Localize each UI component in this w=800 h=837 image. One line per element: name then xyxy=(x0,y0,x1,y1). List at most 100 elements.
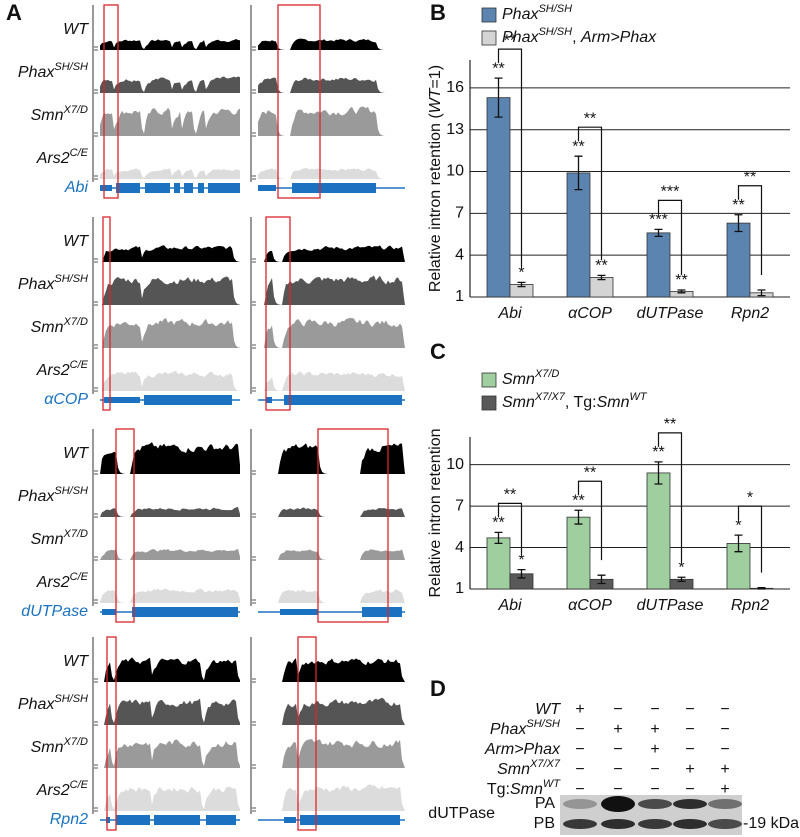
error-bar xyxy=(734,214,743,233)
text-run: SH/SH xyxy=(54,693,88,705)
track-label: PhaxSH/SH xyxy=(18,61,88,81)
gene-exon xyxy=(116,183,140,193)
error-bar xyxy=(654,461,663,485)
significance-label: ** xyxy=(492,60,504,77)
gene-exon xyxy=(284,817,296,823)
coverage-track xyxy=(258,245,405,262)
text-run: SH/SH xyxy=(54,273,88,285)
coverage-track xyxy=(258,784,405,811)
blot-band xyxy=(708,799,742,809)
track-label: PhaxSH/SH xyxy=(18,273,88,293)
track-label: WT xyxy=(63,21,89,38)
significance-label: ** xyxy=(595,258,607,275)
bar xyxy=(566,172,591,298)
text-run: C/E xyxy=(70,147,89,159)
error-bar xyxy=(494,77,503,118)
blot-band xyxy=(638,819,672,829)
text-run: Arm>Phax xyxy=(580,29,657,46)
genotype-sign: − xyxy=(613,781,622,798)
genotype-sign: − xyxy=(720,721,729,738)
x-tick-label: Rpn2 xyxy=(731,597,769,614)
error-bar xyxy=(677,576,686,583)
legend-label: SmnX7/D xyxy=(502,368,559,388)
text-run: =1) xyxy=(427,65,444,89)
track-label: SmnX7/D xyxy=(31,528,88,548)
coverage-track xyxy=(100,657,240,682)
significance-bracket xyxy=(577,126,603,261)
coverage-track xyxy=(258,549,405,560)
intron-box xyxy=(317,428,389,623)
gene-label: αCOP xyxy=(44,391,88,408)
legend-label: SmnX7/X7, Tg:SmnWT xyxy=(502,391,648,411)
text-run: X7/X7 xyxy=(534,391,566,403)
significance-label: * xyxy=(518,552,524,569)
significance-bracket xyxy=(737,185,763,276)
text-run: C/E xyxy=(70,779,89,791)
protein-label: dUTPase xyxy=(428,805,495,822)
track-label: SmnX7/D xyxy=(31,316,88,336)
genotype-sign: − xyxy=(720,741,729,758)
text-run: WT xyxy=(63,233,89,250)
track-label: Ars2C/E xyxy=(36,359,89,379)
text-run: Ars2 xyxy=(36,574,70,591)
coverage-track xyxy=(258,38,405,50)
genotype-sign: − xyxy=(685,701,694,718)
intron-box xyxy=(103,4,119,199)
text-run: , xyxy=(572,29,581,46)
significance-label: ** xyxy=(732,197,744,214)
genotype-sign: − xyxy=(613,741,622,758)
x-tick-label: dUTPase xyxy=(637,597,704,614)
blot-band xyxy=(563,799,597,809)
y-tick-label: 10 xyxy=(446,456,464,473)
text-run: X7/D xyxy=(63,104,89,116)
genotype-label: Arm>Phax xyxy=(484,741,561,758)
error-bar xyxy=(757,289,766,297)
coverage-track xyxy=(100,786,240,811)
error-bar xyxy=(654,228,663,238)
band-label: PB xyxy=(534,815,555,832)
genotype-label: SmnX7/X7 xyxy=(497,758,561,778)
significance-bracket xyxy=(737,505,763,573)
x-tick-label: Abi xyxy=(497,305,522,322)
genotype-label: PhaxSH/SH xyxy=(490,718,560,738)
genotype-sign: + xyxy=(720,761,729,778)
coverage-track xyxy=(100,76,240,93)
y-tick-label: 13 xyxy=(446,121,464,138)
significance-label: *** xyxy=(649,212,668,229)
y-tick-label: 1 xyxy=(455,580,464,597)
coverage-track xyxy=(258,658,405,682)
y-tick-label: 4 xyxy=(455,539,464,556)
gene-exon xyxy=(266,397,272,403)
error-bar xyxy=(597,274,606,281)
coverage-track xyxy=(258,275,405,305)
gene-exon xyxy=(208,183,240,193)
text-run: Smn xyxy=(502,394,535,411)
genotype-sign: − xyxy=(575,781,584,798)
legend-swatch xyxy=(481,7,497,23)
coverage-track xyxy=(258,106,405,136)
y-tick-label: 16 xyxy=(446,79,464,96)
significance-bracket xyxy=(577,480,603,561)
panel-label: C xyxy=(430,339,446,364)
coverage-track xyxy=(258,739,405,768)
significance-label: ** xyxy=(492,515,504,532)
error-bar xyxy=(517,281,526,288)
error-bar xyxy=(574,155,583,191)
significance-label: ** xyxy=(744,169,756,186)
text-run: Relative intron retention ( xyxy=(427,113,444,292)
gene-label: Abi xyxy=(64,179,89,196)
y-tick-label: 7 xyxy=(455,205,464,222)
text-run: SH/SH xyxy=(538,26,572,38)
x-tick-label: dUTPase xyxy=(637,305,704,322)
coverage-track xyxy=(258,697,405,725)
coverage-track xyxy=(100,318,240,348)
text-run: SH/SH xyxy=(526,718,560,730)
track-label: Ars2C/E xyxy=(36,571,89,591)
gene-exon xyxy=(362,607,402,617)
significance-bracket xyxy=(657,199,683,276)
coverage-track xyxy=(100,276,240,305)
error-bar xyxy=(734,534,743,553)
bar xyxy=(589,277,614,298)
text-run: , Tg: xyxy=(565,394,597,411)
track-label: SmnX7/D xyxy=(31,104,88,124)
